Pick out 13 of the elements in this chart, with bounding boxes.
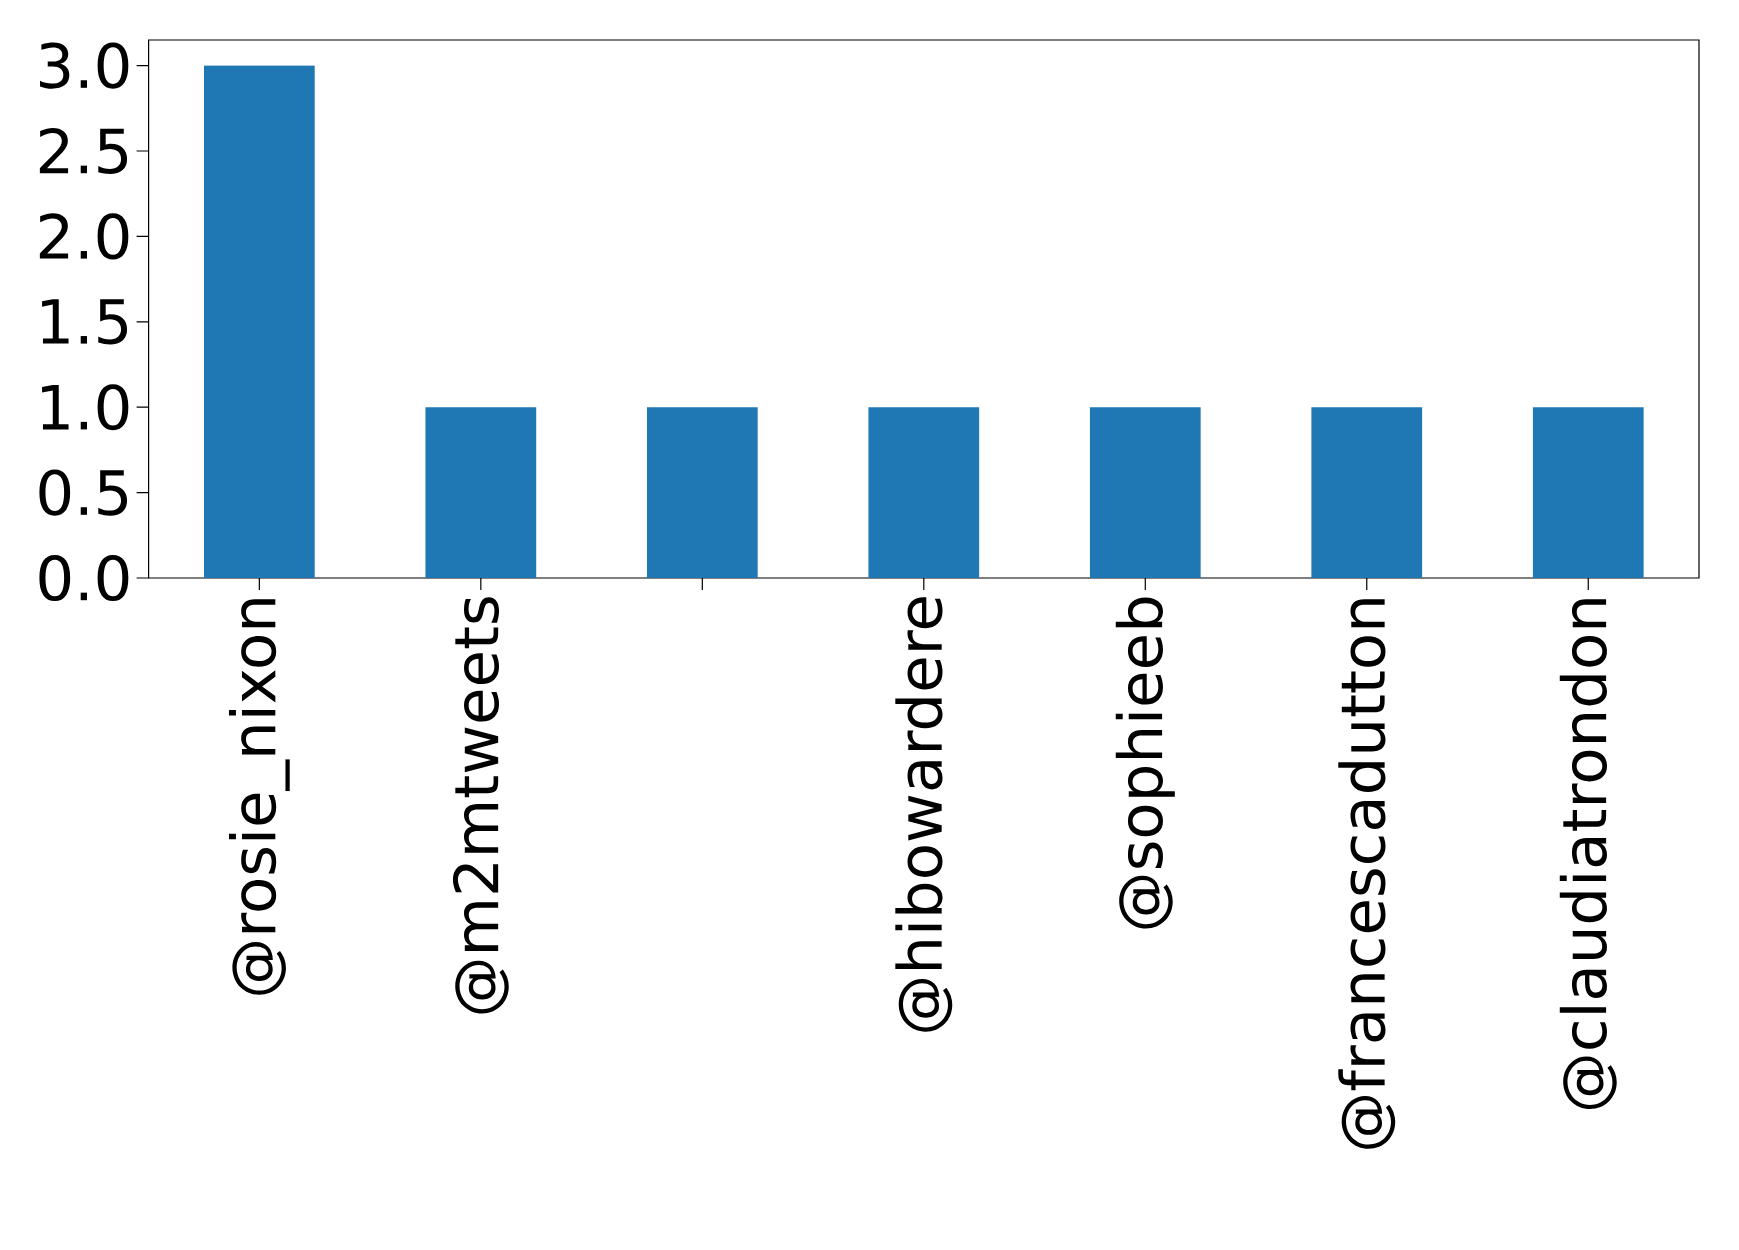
- x-tick-label: @hibowardere: [895, 597, 953, 1032]
- y-tick-label: 2.0: [39, 213, 129, 260]
- x-tick-label: @claudiatrondon: [1559, 599, 1617, 1110]
- y-tick-label: 1.5: [42, 299, 128, 345]
- x-tick-label: @francescadutton: [1338, 599, 1396, 1149]
- x-tick-label: @rosie_nixon: [228, 599, 290, 995]
- y-tick-label: 0.0: [39, 554, 129, 602]
- y-tick-label: 0.5: [39, 469, 128, 516]
- x-tick-label: @sophieeb: [1115, 597, 1175, 929]
- y-tick-label: 1.0: [42, 384, 129, 431]
- x-tick-label: @m2mtweets: [452, 597, 509, 1014]
- y-tick-label: 3.0: [40, 42, 129, 89]
- y-tick-label: 2.5: [39, 127, 128, 175]
